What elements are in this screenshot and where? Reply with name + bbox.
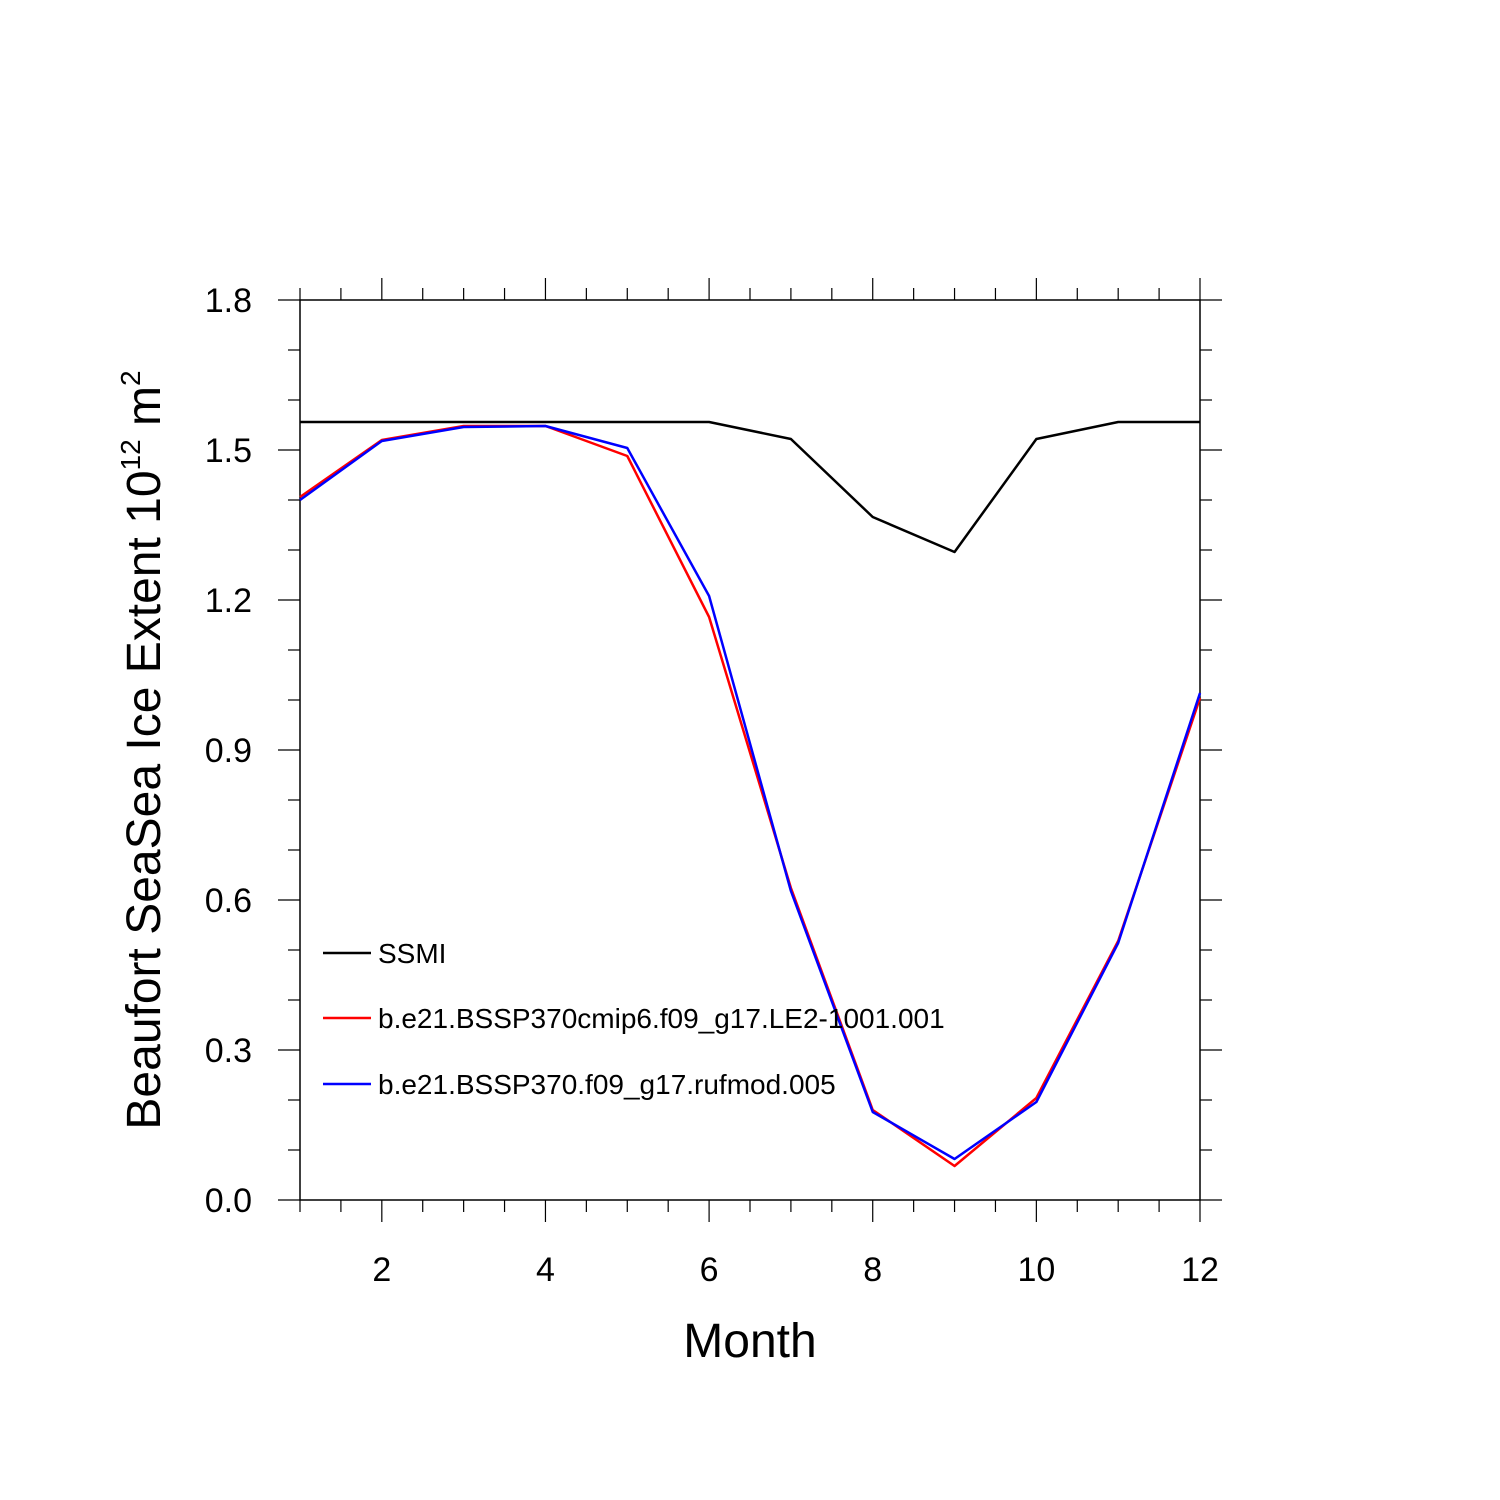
tick-marks: [278, 278, 1222, 1222]
y-tick-label: 1.5: [205, 432, 252, 470]
x-tick-label: 4: [536, 1251, 555, 1289]
x-axis-title: Month: [683, 1315, 816, 1368]
x-tick-label: 8: [863, 1251, 882, 1289]
y-axis-title-unit-exponent: 2: [115, 370, 146, 386]
x-tick-label: 6: [700, 1251, 719, 1289]
y-tick-label: 0.9: [205, 732, 252, 770]
series-line-3: [299, 424, 1202, 1161]
legend-label-1: SSMI: [378, 938, 446, 969]
series-line-1: [300, 420, 1200, 554]
legend-label-3: b.e21.BSSP370.f09_g17.rufmod.005: [378, 1069, 836, 1100]
y-tick-label: 1.2: [205, 582, 252, 620]
y-tick-label: 1.8: [205, 282, 252, 320]
x-tick-label: 10: [1017, 1251, 1055, 1289]
y-axis-title: Beaufort SeaSea Ice Extent 1012 m2: [115, 370, 171, 1129]
x-tick-labels: 2 4 6 8 10 12: [372, 1251, 1219, 1289]
x-tick-label: 12: [1181, 1251, 1219, 1289]
series-line-2: [299, 424, 1202, 1168]
y-tick-label: 0.6: [205, 882, 252, 920]
legend-label-2: b.e21.BSSP370cmip6.f09_g17.LE2-1001.001: [378, 1003, 945, 1034]
series-lines: [299, 420, 1202, 1168]
x-tick-label: 2: [372, 1251, 391, 1289]
y-tick-label: 0.3: [205, 1032, 252, 1070]
y-axis-title-unit: m: [118, 386, 171, 439]
y-axis-title-exponent: 12: [115, 439, 146, 470]
legend: SSMI b.e21.BSSP370cmip6.f09_g17.LE2-1001.…: [323, 938, 945, 1100]
y-axis-title-main: Beaufort SeaSea Ice Extent 10: [118, 470, 171, 1129]
y-tick-labels: 0.0 0.3 0.6 0.9 1.2 1.5 1.8: [205, 282, 252, 1220]
y-tick-label: 0.0: [205, 1182, 252, 1220]
